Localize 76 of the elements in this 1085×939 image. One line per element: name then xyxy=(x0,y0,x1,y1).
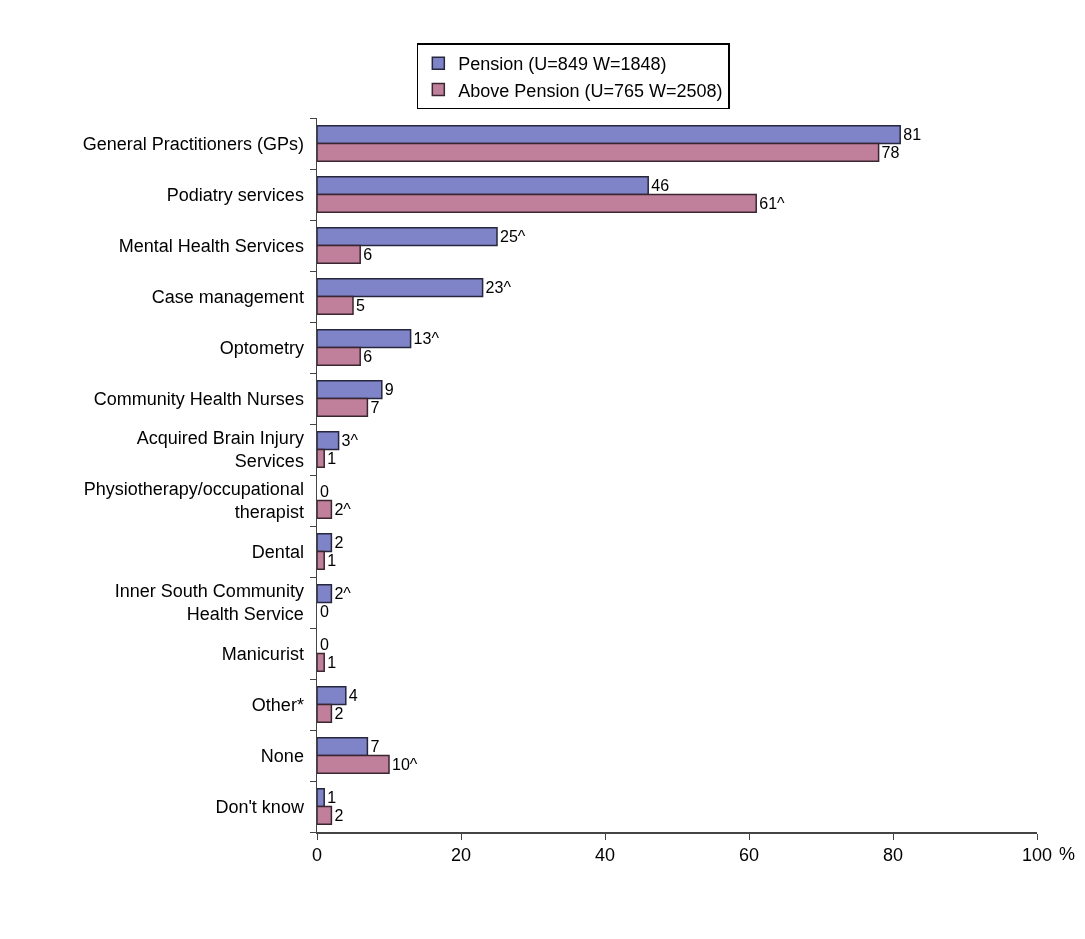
bar xyxy=(317,499,333,520)
bar xyxy=(317,175,649,196)
data-label: 0 xyxy=(320,634,329,653)
y-tick-label: None xyxy=(260,745,304,766)
y-tick-label: General Practitioners (GPs) xyxy=(82,133,304,154)
y-tick-label: Manicurist xyxy=(221,643,304,664)
bar xyxy=(317,805,333,826)
data-label: 25^ xyxy=(500,226,526,245)
bar xyxy=(317,142,880,163)
y-tick-label: Optometry xyxy=(219,337,304,358)
y-tick-label: Other* xyxy=(251,694,304,715)
data-label: 2^ xyxy=(334,499,352,518)
bar xyxy=(317,652,325,673)
data-label: 2 xyxy=(334,703,344,722)
x-tick-label: 20 xyxy=(450,845,472,866)
y-tick-label: Don't know xyxy=(215,796,305,817)
data-label: 2^ xyxy=(334,583,352,602)
bar xyxy=(317,346,361,367)
data-label: 7 xyxy=(370,397,380,416)
data-label: 0 xyxy=(320,601,329,620)
data-label: 3^ xyxy=(341,430,359,449)
bar xyxy=(317,379,383,400)
legend-label: Pension (U=849 W=1848) xyxy=(458,54,667,75)
bar xyxy=(317,193,757,214)
bar xyxy=(317,397,369,418)
data-label: 1 xyxy=(327,448,337,467)
bar xyxy=(317,277,484,298)
y-tick-label: Acquired Brain Injury Services xyxy=(136,428,304,472)
x-tick-label: 40 xyxy=(594,845,616,866)
x-tick-label: 80 xyxy=(882,845,904,866)
data-label: 0 xyxy=(320,481,329,500)
y-tick-label: Mental Health Services xyxy=(118,235,304,256)
bar xyxy=(317,685,347,706)
bar xyxy=(317,583,333,604)
x-axis-title: % xyxy=(1059,844,1076,864)
data-label: 5 xyxy=(356,295,365,314)
bar xyxy=(317,124,901,145)
y-tick-label: Inner South Community Health Service xyxy=(114,581,304,625)
y-tick-label: Dental xyxy=(251,541,304,562)
data-label: 9 xyxy=(384,379,394,398)
data-label: 6 xyxy=(363,244,373,263)
y-tick-label: Community Health Nurses xyxy=(93,388,304,409)
data-label: 1 xyxy=(327,652,337,671)
legend-label: Above Pension (U=765 W=2508) xyxy=(458,80,723,101)
x-tick-label: 0 xyxy=(311,845,323,866)
data-label: 81 xyxy=(903,124,922,143)
data-label: 6 xyxy=(363,346,373,365)
data-label: 1 xyxy=(327,550,337,569)
bar xyxy=(317,787,325,808)
data-label: 23^ xyxy=(485,277,512,296)
bar xyxy=(317,532,333,553)
bar xyxy=(317,295,354,316)
data-label: 78 xyxy=(881,142,900,161)
data-label: 13^ xyxy=(413,328,440,347)
bar xyxy=(317,226,498,247)
data-label: 10^ xyxy=(392,754,418,773)
y-tick-label: Case management xyxy=(151,286,304,307)
data-label: 1 xyxy=(327,787,337,806)
bar xyxy=(317,754,390,775)
data-label: 4 xyxy=(348,685,358,704)
y-tick-label: Podiatry services xyxy=(166,184,304,205)
x-tick-label: 60 xyxy=(738,845,760,866)
bar xyxy=(317,328,412,349)
x-tick-label: 100 xyxy=(1021,845,1053,866)
bar xyxy=(317,550,325,571)
y-tick-label: Physiotherapy/occupational therapist xyxy=(83,479,304,523)
bar xyxy=(317,430,340,451)
bar xyxy=(317,244,361,265)
bar xyxy=(317,448,325,469)
data-label: 61^ xyxy=(759,193,786,212)
data-label: 7 xyxy=(370,736,380,755)
data-label: 2 xyxy=(334,805,344,824)
data-label: 2 xyxy=(334,532,344,551)
bar xyxy=(317,736,369,757)
data-label: 46 xyxy=(651,175,670,194)
bar xyxy=(317,703,333,724)
